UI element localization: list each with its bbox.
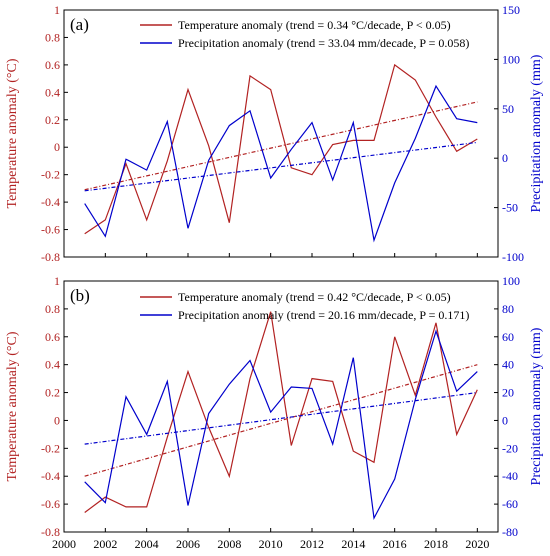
left-tick-label: -0.4 — [41, 469, 60, 483]
right-tick-label: -20 — [502, 441, 518, 455]
right-tick-label: 50 — [502, 102, 514, 116]
right-axis-title: Precipitation anomaly (mm) — [529, 54, 544, 212]
right-tick-label: 60 — [502, 330, 514, 344]
left-tick-label: -0.4 — [41, 195, 60, 209]
left-tick-label: -0.8 — [41, 525, 60, 539]
plot-frame — [63, 9, 499, 258]
left-tick-label: 0.6 — [45, 330, 60, 344]
left-tick-label: 0.8 — [45, 302, 60, 316]
left-tick-label: -0.6 — [41, 223, 60, 237]
temperature-line — [84, 311, 478, 513]
panel-label: (a) — [70, 15, 89, 34]
left-tick-label: 1 — [54, 274, 60, 288]
left-tick-label: -0.8 — [41, 250, 60, 264]
x-tick-label: 2006 — [176, 537, 200, 551]
right-tick-label: 100 — [502, 52, 520, 66]
left-tick-label: 0 — [54, 140, 60, 154]
precipitation-line — [84, 329, 478, 521]
right-tick-label: 20 — [502, 386, 514, 400]
x-tick-label: 2004 — [135, 537, 159, 551]
panel-a: -0.8 -0.6 -0.4 -0.2 0 0.2 0.4 0.6 0.8 1 -100 -50 0 50… — [5, 3, 544, 264]
right-tick-label: 0 — [502, 151, 508, 165]
panel-label: (b) — [70, 286, 90, 305]
left-tick-label: -0.6 — [41, 497, 60, 511]
left-tick-label: -0.2 — [41, 168, 60, 182]
left-tick-label: 0.4 — [45, 85, 60, 99]
legend-label: Temperature anomaly (trend = 0.42 °C/dec… — [178, 290, 451, 304]
legend-label: Temperature anomaly (trend = 0.34 °C/dec… — [178, 18, 451, 32]
temperature-trend-line — [84, 364, 478, 477]
precipitation-trend-line — [84, 141, 478, 192]
plot-frame — [63, 280, 499, 533]
right-tick-label: 80 — [502, 302, 514, 316]
left-tick-label: 1 — [54, 3, 60, 17]
right-axis-title: Precipitation anomaly (mm) — [529, 327, 544, 485]
x-tick-label: 2000 — [52, 537, 76, 551]
temperature-trend-line — [84, 101, 478, 191]
x-tick-label: 2018 — [424, 537, 448, 551]
precipitation-trend-line — [84, 391, 478, 445]
left-tick-label: 0.2 — [45, 386, 60, 400]
left-tick-label: 0.8 — [45, 30, 60, 44]
left-tick-label: -0.2 — [41, 441, 60, 455]
left-tick-label: 0.4 — [45, 358, 60, 372]
right-tick-label: 150 — [502, 3, 520, 17]
right-tick-label: -50 — [502, 201, 518, 215]
left-tick-label: 0.2 — [45, 113, 60, 127]
panel-b: -0.8 -0.6 -0.4 -0.2 0 0.2 0.4 0.6 0.8 1 -80 -60 -40 -… — [5, 274, 544, 551]
temperature-line — [84, 63, 478, 235]
x-tick-label: 2020 — [465, 537, 489, 551]
right-tick-label: -40 — [502, 469, 518, 483]
x-tick-label: 2016 — [383, 537, 407, 551]
right-tick-label: -60 — [502, 497, 518, 511]
left-axis-title: Temperature anomaly (°C) — [5, 58, 20, 208]
right-tick-label: 100 — [502, 274, 520, 288]
x-tick-label: 2002 — [93, 537, 117, 551]
right-tick-label: -80 — [502, 525, 518, 539]
left-axis-title: Temperature anomaly (°C) — [5, 331, 20, 481]
x-tick-label: 2012 — [300, 537, 324, 551]
x-tick-label: 2008 — [217, 537, 241, 551]
x-tick-label: 2010 — [259, 537, 283, 551]
right-tick-label: 40 — [502, 358, 514, 372]
right-tick-label: -100 — [502, 250, 524, 264]
left-tick-label: 0.6 — [45, 58, 60, 72]
left-tick-label: 0 — [54, 413, 60, 427]
x-tick-label: 2014 — [341, 537, 365, 551]
legend-label: Precipitation anomaly (trend = 33.04 mm/… — [178, 36, 469, 50]
precipitation-line — [84, 84, 478, 243]
legend-label: Precipitation anomaly (trend = 20.16 mm/… — [178, 308, 469, 322]
right-tick-label: 0 — [502, 413, 508, 427]
